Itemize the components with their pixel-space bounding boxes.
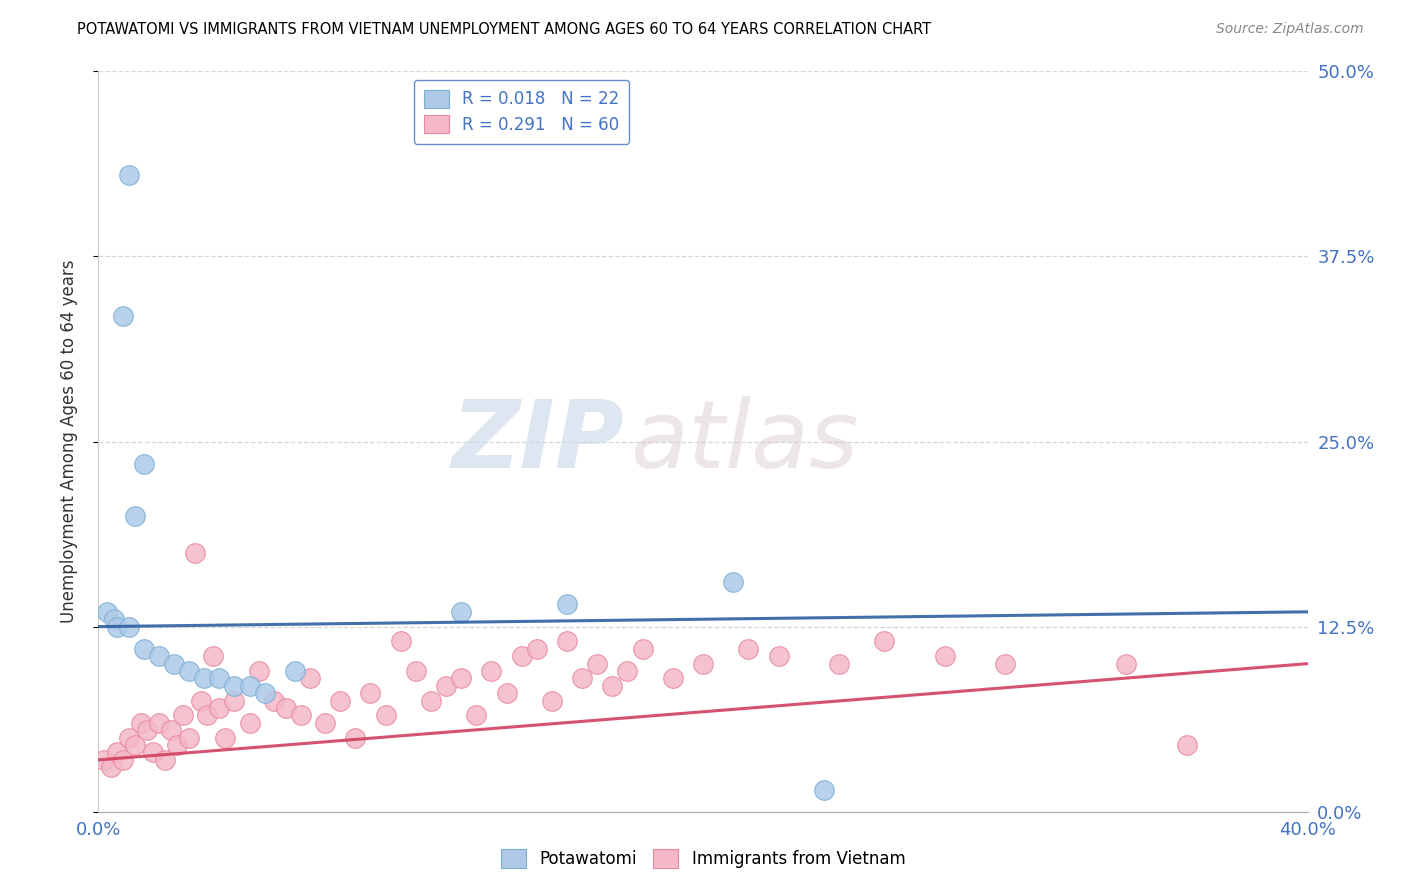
Legend: Potawatomi, Immigrants from Vietnam: Potawatomi, Immigrants from Vietnam	[494, 843, 912, 875]
Point	[389, 634, 412, 648]
Text: ZIP: ZIP	[451, 395, 624, 488]
Point	[253, 686, 276, 700]
Point	[179, 664, 201, 678]
Point	[93, 753, 115, 767]
Point	[481, 664, 503, 678]
Point	[118, 619, 141, 633]
Point	[616, 664, 638, 678]
Point	[214, 731, 236, 745]
Point	[374, 708, 396, 723]
Point	[105, 619, 128, 633]
Point	[111, 309, 134, 323]
Point	[247, 664, 270, 678]
Point	[96, 605, 118, 619]
Point	[571, 672, 593, 686]
Point	[994, 657, 1017, 671]
Point	[873, 634, 896, 648]
Point	[274, 701, 297, 715]
Point	[224, 694, 246, 708]
Point	[166, 738, 188, 752]
Point	[135, 723, 157, 738]
Point	[465, 708, 488, 723]
Point	[129, 715, 152, 730]
Point	[105, 746, 128, 760]
Point	[179, 731, 201, 745]
Point	[692, 657, 714, 671]
Point	[1175, 738, 1198, 752]
Point	[526, 641, 548, 656]
Point	[202, 649, 225, 664]
Point	[148, 715, 170, 730]
Point	[263, 694, 285, 708]
Point	[190, 694, 212, 708]
Point	[195, 708, 218, 723]
Point	[193, 672, 215, 686]
Point	[1115, 657, 1137, 671]
Point	[239, 715, 262, 730]
Point	[768, 649, 790, 664]
Point	[124, 508, 146, 523]
Point	[142, 746, 165, 760]
Point	[555, 598, 578, 612]
Point	[602, 679, 624, 693]
Point	[103, 612, 125, 626]
Point	[118, 731, 141, 745]
Y-axis label: Unemployment Among Ages 60 to 64 years: Unemployment Among Ages 60 to 64 years	[59, 260, 77, 624]
Point	[344, 731, 367, 745]
Point	[631, 641, 654, 656]
Point	[124, 738, 146, 752]
Point	[813, 782, 835, 797]
Text: POTAWATOMI VS IMMIGRANTS FROM VIETNAM UNEMPLOYMENT AMONG AGES 60 TO 64 YEARS COR: POTAWATOMI VS IMMIGRANTS FROM VIETNAM UN…	[77, 22, 931, 37]
Point	[450, 605, 472, 619]
Point	[239, 679, 262, 693]
Point	[118, 168, 141, 182]
Point	[420, 694, 443, 708]
Text: Source: ZipAtlas.com: Source: ZipAtlas.com	[1216, 22, 1364, 37]
Point	[737, 641, 759, 656]
Point	[510, 649, 533, 664]
Point	[160, 723, 183, 738]
Point	[184, 546, 207, 560]
Point	[555, 634, 578, 648]
Point	[284, 664, 307, 678]
Point	[828, 657, 851, 671]
Point	[132, 641, 155, 656]
Point	[450, 672, 472, 686]
Point	[148, 649, 170, 664]
Point	[434, 679, 457, 693]
Point	[586, 657, 609, 671]
Point	[163, 657, 186, 671]
Point	[208, 701, 231, 715]
Point	[661, 672, 683, 686]
Text: atlas: atlas	[630, 396, 859, 487]
Point	[299, 672, 322, 686]
Point	[495, 686, 517, 700]
Point	[723, 575, 745, 590]
Point	[540, 694, 562, 708]
Point	[153, 753, 176, 767]
Point	[224, 679, 246, 693]
Point	[111, 753, 134, 767]
Point	[132, 457, 155, 471]
Point	[172, 708, 194, 723]
Point	[100, 760, 122, 774]
Point	[314, 715, 336, 730]
Point	[360, 686, 382, 700]
Point	[405, 664, 427, 678]
Point	[208, 672, 231, 686]
Point	[290, 708, 312, 723]
Legend: R = 0.018   N = 22, R = 0.291   N = 60: R = 0.018 N = 22, R = 0.291 N = 60	[413, 79, 630, 144]
Point	[934, 649, 956, 664]
Point	[329, 694, 352, 708]
